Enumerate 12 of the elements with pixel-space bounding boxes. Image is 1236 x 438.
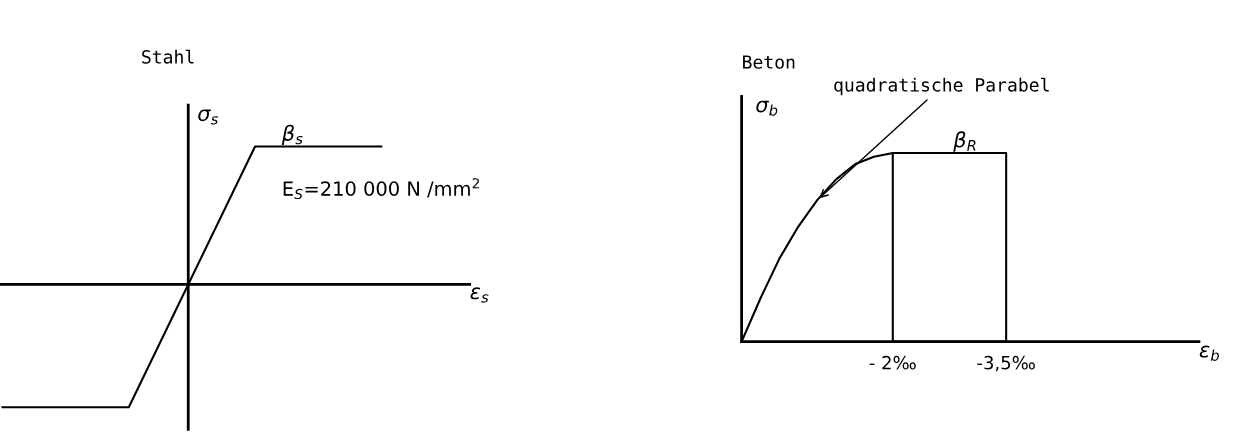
chart-title: Beton xyxy=(743,55,795,69)
text: β$_{s}$ xyxy=(281,124,303,146)
chart-title: Stahl xyxy=(142,49,194,64)
annotation: β$_{R}$ xyxy=(953,131,976,152)
annotation: quadratische Parabel xyxy=(834,77,1049,96)
x-tick-label: - 2‰ xyxy=(869,355,916,370)
x-tick-label: -3,5‰ xyxy=(977,355,1035,372)
x-axis-title: ε$_{b}$ xyxy=(1199,345,1219,361)
y-axis-title: σ$_{b}$ xyxy=(756,100,778,116)
y-axis-title: σ$_{s}$ xyxy=(198,109,218,125)
annotation: E$_{S}$=210 000 N /mm$^{2}$ xyxy=(283,178,479,200)
x-axis-title: ε$_{s}$ xyxy=(470,287,489,303)
